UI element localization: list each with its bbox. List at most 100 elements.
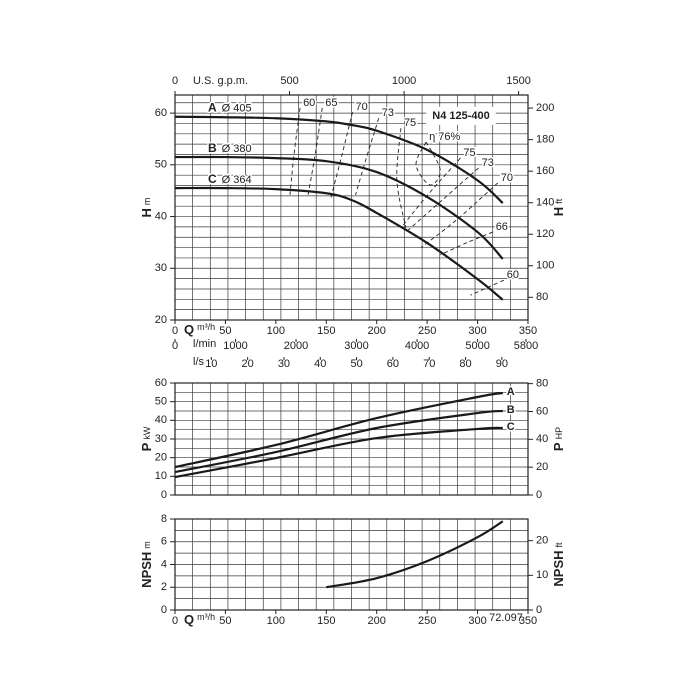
curve-name: A [208,101,217,115]
axis-title: NPSH ft [551,542,566,587]
efficiency-curve [400,157,461,229]
efficiency-label: 75 [463,147,475,159]
curve-diameter: Ø 405 [222,103,252,115]
x-tick-label: 300 [468,615,486,627]
y-tick-label: 2 [161,581,167,593]
x-tick-label: 350 [519,325,537,337]
efficiency-label: 66 [496,221,508,233]
y2-tick-label: 10 [536,569,548,581]
curve-name: B [208,141,217,155]
x-tick-label: 200 [368,615,386,627]
x-tick-label: 150 [317,615,335,627]
y-tick-label: 60 [155,377,167,389]
efficiency-label: 60 [507,269,519,281]
sub-axis-title: U.S. g.p.m. [193,75,248,87]
performance-curve [174,155,504,260]
x-tick-label: 100 [267,615,285,627]
curve-label: C [507,421,515,433]
y2-tick-label: 120 [536,228,554,240]
curve-label: A Ø 405 [208,101,252,115]
y-tick-label: 50 [155,159,167,171]
y-tick-label: 30 [155,433,167,445]
chart-code: 72.097 [489,612,523,624]
axis-title: Hft [551,198,566,216]
axis-title: NPSH m [139,541,154,588]
y-tick-label: 40 [155,414,167,426]
efficiency-curve [355,118,380,195]
curve-name: C [208,172,217,186]
axis-symbol: Q [184,322,194,337]
performance-curve [174,391,503,469]
axis-symbol: NPSH [551,550,566,586]
axis-symbol: Q [184,612,194,627]
axis-unit: m³/h [197,612,215,622]
x-tick-label: 350 [519,615,537,627]
sub-axis-tick-label: 0 [172,75,178,87]
title-box [426,106,496,125]
x-tick-label: 250 [418,325,436,337]
performance-curve [174,426,503,479]
y-tick-label: 60 [155,107,167,119]
sub-axis-tick-label: 1000 [223,340,247,352]
efficiency-label: 73 [482,157,494,169]
y-tick-label: 8 [161,513,167,525]
efficiency-curve [440,231,493,256]
y-tick-label: 30 [155,262,167,274]
y2-tick-label: 0 [536,489,542,501]
efficiency-label: 73 [382,107,394,119]
sub-axis-tick-label: 4000 [405,340,429,352]
sub-axis-title: l/min [193,338,216,350]
efficiency-label: 75 [404,117,416,129]
axis-symbol: P [551,442,566,451]
axis-unit: HP [554,427,564,440]
sub-axis-tick-label: 500 [280,75,298,87]
axis-unit: kW [142,426,152,440]
sub-axis-tick-label: 2000 [284,340,308,352]
axis-symbol: NPSH [139,552,154,588]
sub-axis-tick-label: 20 [242,358,254,370]
y2-tick-label: 80 [536,378,548,390]
axis-title: PkW [139,426,154,451]
axis-title: P HP [551,427,566,451]
performance-curve [174,115,504,204]
y2-tick-label: 180 [536,134,554,146]
sub-axis-title: l/s [193,356,205,368]
sub-axis-tick-label: 40 [314,358,326,370]
x-tick-label: 0 [172,615,178,627]
sub-axis-tick-label: 90 [496,358,508,370]
sub-axis-tick-label: 5000 [465,340,489,352]
sub-axis-tick-label: 50 [350,358,362,370]
sub-axis-tick-label: 5800 [514,340,538,352]
x-tick-label: 100 [267,325,285,337]
axis-unit: m³/h [197,322,215,332]
y-tick-label: 0 [161,489,167,501]
curve-diameter: Ø 364 [222,174,252,186]
efficiency-curve [329,111,353,201]
axis-unit: ft [554,542,564,548]
x-tick-label: 300 [468,325,486,337]
sub-axis-tick-label: 60 [387,358,399,370]
performance-curve [326,520,504,589]
performance-curve [174,409,503,474]
sub-axis-tick-label: 3000 [344,340,368,352]
sub-axis-tick-label: 30 [278,358,290,370]
axis-symbol: P [139,442,154,451]
sub-axis-tick-label: 0 [172,340,178,352]
axis-unit: m [142,198,152,206]
curve-label: A [507,386,515,398]
y2-tick-label: 160 [536,165,554,177]
axis-unit: ft [554,198,564,204]
y-tick-label: 40 [155,210,167,222]
y2-tick-label: 80 [536,291,548,303]
axis-unit: m [142,541,152,549]
x-tick-label: 200 [368,325,386,337]
sub-axis-tick-label: 1000 [392,75,416,87]
curve-label: B [507,404,515,416]
y-tick-label: 0 [161,604,167,616]
axis-title: Hm [139,198,154,218]
efficiency-label: 60 [303,97,315,109]
plot-frame [174,94,529,321]
